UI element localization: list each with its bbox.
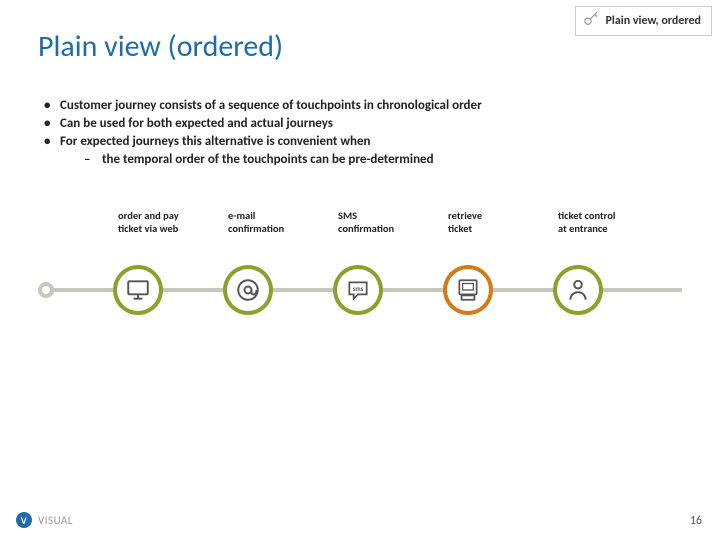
footer: V VISUAL <box>16 512 73 528</box>
key-icon <box>582 10 600 32</box>
bullet-item: Can be used for both expected and actual… <box>38 116 682 131</box>
at-icon <box>227 269 269 311</box>
journey-diagram: order and payticket via web e-mailconfirm… <box>38 210 682 350</box>
footer-badge: V <box>16 512 32 528</box>
footer-text: VISUAL <box>38 514 73 527</box>
person-icon <box>557 269 599 311</box>
journey-label: ticket controlat entrance <box>558 210 654 235</box>
journey-node <box>113 265 163 315</box>
svg-text:sms: sms <box>353 285 364 293</box>
journey-label: e-mailconfirmation <box>228 210 324 235</box>
monitor-icon <box>117 269 159 311</box>
terminal-icon <box>447 269 489 311</box>
bullet-text: For expected journeys this alternative i… <box>60 134 371 149</box>
journey-label: order and payticket via web <box>118 210 214 235</box>
sub-bullet-item: the temporal order of the touchpoints ca… <box>60 152 682 167</box>
bullet-item: Customer journey consists of a sequence … <box>38 98 682 113</box>
journey-node: sms <box>333 265 383 315</box>
journey-node <box>553 265 603 315</box>
page-number: 16 <box>690 514 702 528</box>
journey-node <box>443 265 493 315</box>
journey-node <box>223 265 273 315</box>
journey-label: retrieveticket <box>448 210 544 235</box>
bullet-item: For expected journeys this alternative i… <box>38 134 682 167</box>
tag-box: Plain view, ordered <box>575 6 713 36</box>
bullet-list: Customer journey consists of a sequence … <box>38 98 682 170</box>
journey-label: SMSconfirmation <box>338 210 434 235</box>
page-title: Plain view (ordered) <box>38 28 283 65</box>
tag-label: Plain view, ordered <box>606 14 702 28</box>
journey-start-dot <box>38 282 54 298</box>
sms-icon: sms <box>337 269 379 311</box>
